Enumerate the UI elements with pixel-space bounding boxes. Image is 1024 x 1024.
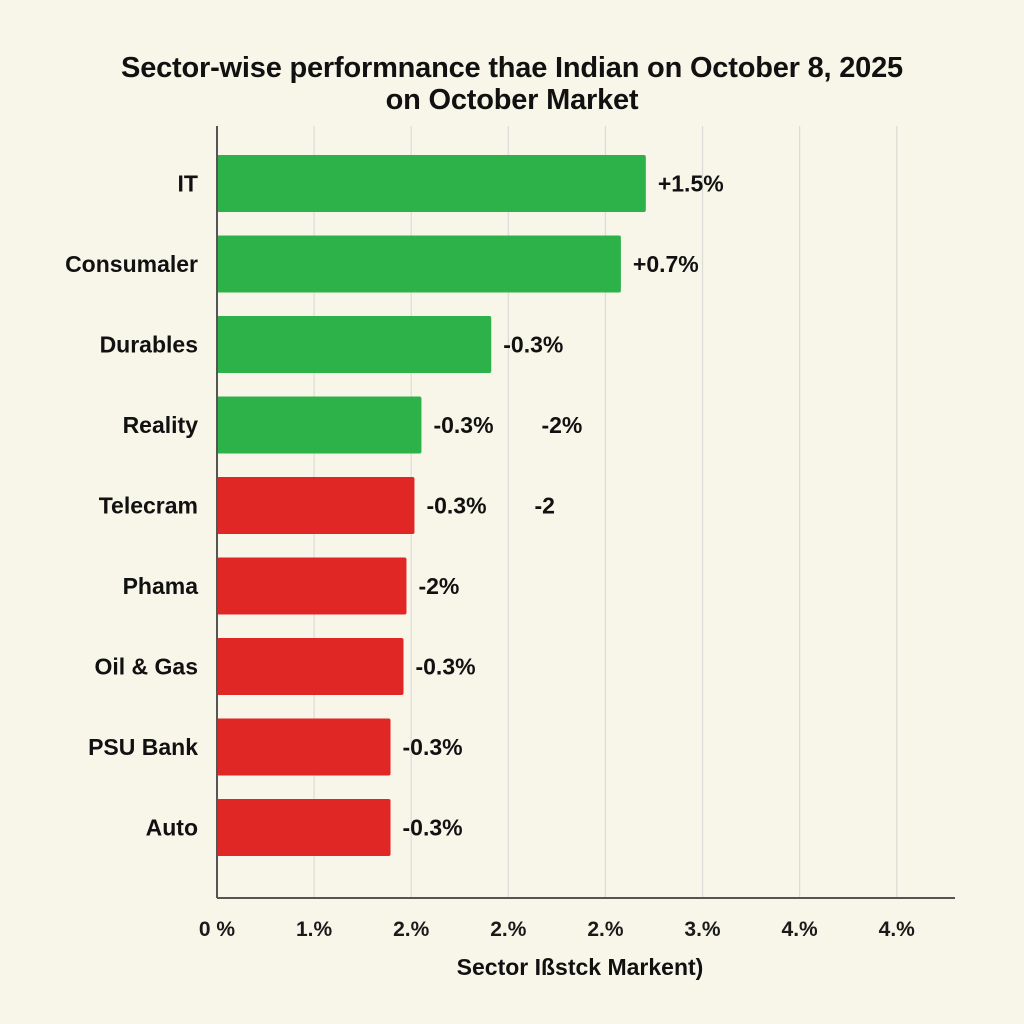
category-label: Oil & Gas [94,654,198,680]
category-label: IT [178,171,198,197]
value-label: -0.3% [426,493,486,519]
x-tick-label: 1.% [296,918,333,941]
bar-reality [217,396,422,454]
category-label: Auto [146,815,198,841]
axes [216,126,955,899]
chart-subtitle: on October Market [385,84,639,116]
category-label: Phama [123,573,199,599]
value-label: -0.3% [415,654,475,680]
category-label: PSU Bank [88,734,198,760]
value-label: +1.5% [658,171,724,197]
x-axis-label: Sector Ißstck Markent) [457,954,704,980]
x-tick-label: 2.% [587,918,624,941]
chart-title: Sector-wise performnance thae Indian on … [121,52,903,84]
bar-phama [217,557,407,615]
x-tick-label: 3.% [684,918,721,941]
category-label: Durables [100,332,198,358]
bar-auto [217,799,391,856]
bar-it [217,155,646,212]
labels: IT +1.5% Consumaler +0.7% Durables -0.3% Reali… [65,171,915,942]
bars [217,155,646,856]
x-tick-label: 2.% [393,918,430,941]
value-label: -2% [418,573,459,599]
bar-psu-bank [217,718,391,776]
category-label: Consumaler [65,251,198,277]
extra-value-label: -2% [541,412,582,438]
value-label: +0.7% [633,251,699,277]
value-label: -0.3% [433,412,493,438]
bar-consumaler [217,235,621,293]
extra-value-label: -2 [534,493,554,519]
value-label: -0.3% [403,734,463,760]
x-tick-label: 2.% [490,918,527,941]
bar-telecram [217,477,415,534]
category-label: Telecram [99,493,198,519]
value-label: -0.3% [403,815,463,841]
x-tick-label: 0 % [199,918,236,941]
value-label: -0.3% [503,332,563,358]
x-tick-label: 4.% [879,918,916,941]
bar-durables [217,316,492,373]
bar-oil-gas [217,638,404,695]
category-label: Reality [123,412,199,438]
x-tick-label: 4.% [782,918,819,941]
